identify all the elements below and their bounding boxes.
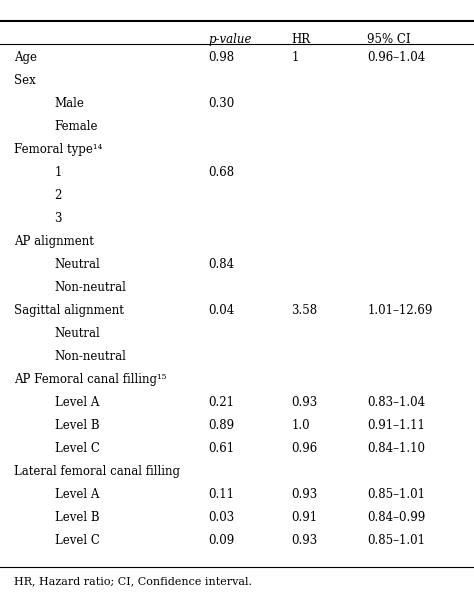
Text: 0.11: 0.11	[209, 488, 235, 501]
Text: Non-neutral: Non-neutral	[55, 281, 127, 294]
Text: 0.61: 0.61	[209, 442, 235, 455]
Text: 0.84–1.10: 0.84–1.10	[367, 442, 425, 455]
Text: Non-neutral: Non-neutral	[55, 350, 127, 363]
Text: AP Femoral canal filling¹⁵: AP Femoral canal filling¹⁵	[14, 373, 166, 386]
Text: 0.85–1.01: 0.85–1.01	[367, 534, 425, 547]
Text: HR, Hazard ratio; CI, Confidence interval.: HR, Hazard ratio; CI, Confidence interva…	[14, 576, 252, 586]
Text: 0.96: 0.96	[292, 442, 318, 455]
Text: 0.89: 0.89	[209, 419, 235, 432]
Text: 2: 2	[55, 189, 62, 202]
Text: Lateral femoral canal filling: Lateral femoral canal filling	[14, 465, 180, 478]
Text: 0.85–1.01: 0.85–1.01	[367, 488, 425, 501]
Text: 1.0: 1.0	[292, 419, 310, 432]
Text: HR: HR	[292, 33, 310, 46]
Text: 95% CI: 95% CI	[367, 33, 411, 46]
Text: 0.84: 0.84	[209, 258, 235, 271]
Text: Level C: Level C	[55, 534, 100, 547]
Text: 0.09: 0.09	[209, 534, 235, 547]
Text: AP alignment: AP alignment	[14, 235, 94, 248]
Text: Female: Female	[55, 120, 98, 133]
Text: 3.58: 3.58	[292, 304, 318, 317]
Text: Femoral type¹⁴: Femoral type¹⁴	[14, 143, 102, 156]
Text: Level A: Level A	[55, 488, 99, 501]
Text: Level A: Level A	[55, 396, 99, 409]
Text: 0.93: 0.93	[292, 534, 318, 547]
Text: 0.03: 0.03	[209, 511, 235, 524]
Text: 0.93: 0.93	[292, 396, 318, 409]
Text: 1: 1	[292, 51, 299, 64]
Text: Sagittal alignment: Sagittal alignment	[14, 304, 124, 317]
Text: 0.91: 0.91	[292, 511, 318, 524]
Text: Level B: Level B	[55, 511, 99, 524]
Text: 0.04: 0.04	[209, 304, 235, 317]
Text: 0.91–1.11: 0.91–1.11	[367, 419, 425, 432]
Text: 0.93: 0.93	[292, 488, 318, 501]
Text: Age: Age	[14, 51, 37, 64]
Text: Male: Male	[55, 97, 84, 110]
Text: Neutral: Neutral	[55, 258, 100, 271]
Text: 0.98: 0.98	[209, 51, 235, 64]
Text: 0.21: 0.21	[209, 396, 235, 409]
Text: 0.30: 0.30	[209, 97, 235, 110]
Text: 3: 3	[55, 212, 62, 225]
Text: 0.96–1.04: 0.96–1.04	[367, 51, 426, 64]
Text: Level C: Level C	[55, 442, 100, 455]
Text: p-value: p-value	[209, 33, 252, 46]
Text: Sex: Sex	[14, 74, 36, 87]
Text: Neutral: Neutral	[55, 327, 100, 340]
Text: Level B: Level B	[55, 419, 99, 432]
Text: 1: 1	[55, 166, 62, 179]
Text: 1.01–12.69: 1.01–12.69	[367, 304, 433, 317]
Text: 0.84–0.99: 0.84–0.99	[367, 511, 426, 524]
Text: 0.83–1.04: 0.83–1.04	[367, 396, 426, 409]
Text: 0.68: 0.68	[209, 166, 235, 179]
